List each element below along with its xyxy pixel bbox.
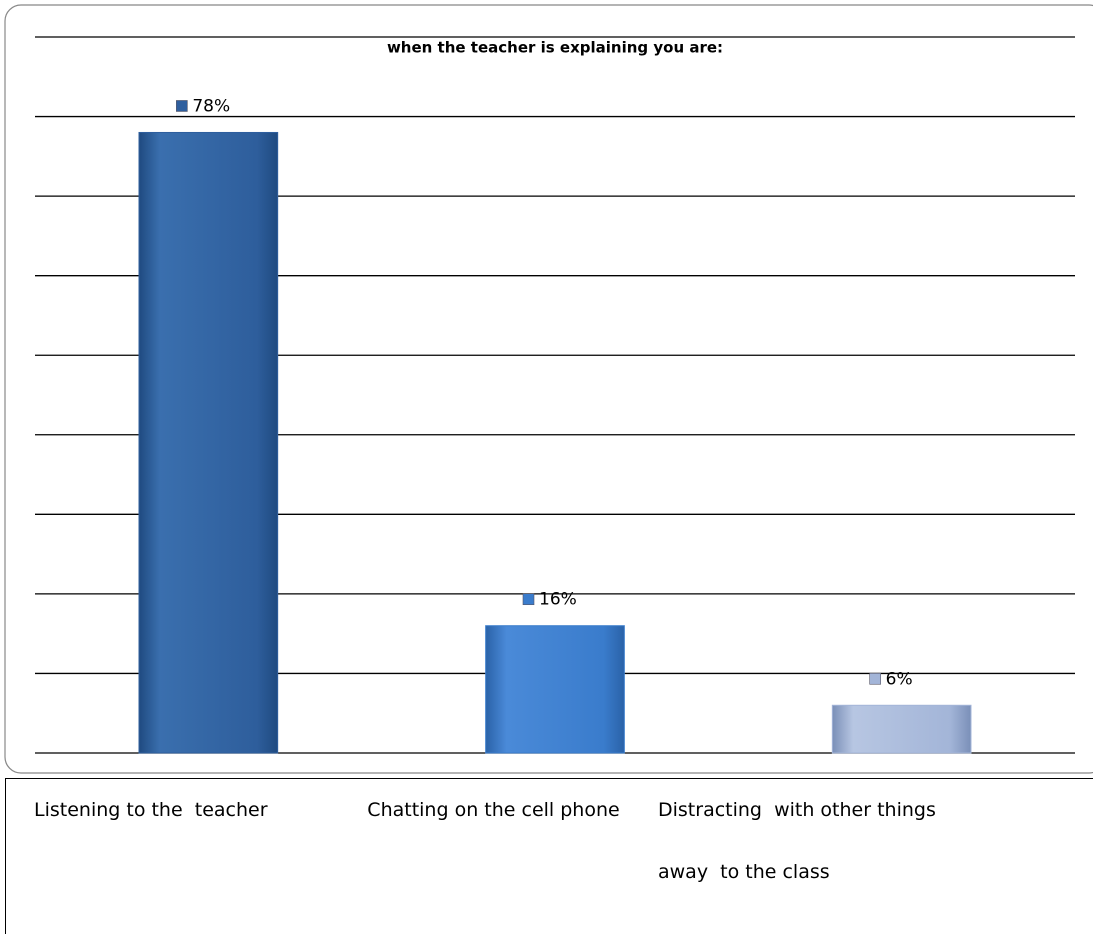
chart-frame	[4, 4, 1093, 774]
bar	[485, 625, 625, 754]
value-label: 78%	[192, 96, 230, 116]
x-tick-label: Distracting with other things away to th…	[658, 799, 942, 883]
category-table: Listening to the teacher Chatting on the …	[5, 778, 1093, 934]
value-label: 6%	[886, 669, 913, 689]
bar	[831, 704, 972, 754]
value-label-key	[869, 672, 881, 685]
value-label: 16%	[539, 590, 577, 610]
x-tick-label: Listening to the teacher	[34, 799, 268, 821]
x-tick-label: Chatting on the cell phone	[367, 799, 620, 821]
chart: when the teacher is explaining you are: …	[4, 4, 1093, 774]
bar	[138, 131, 279, 754]
chart-title: when the teacher is explaining you are:	[387, 39, 723, 57]
value-label-key	[522, 593, 535, 606]
value-label-key	[176, 100, 188, 112]
